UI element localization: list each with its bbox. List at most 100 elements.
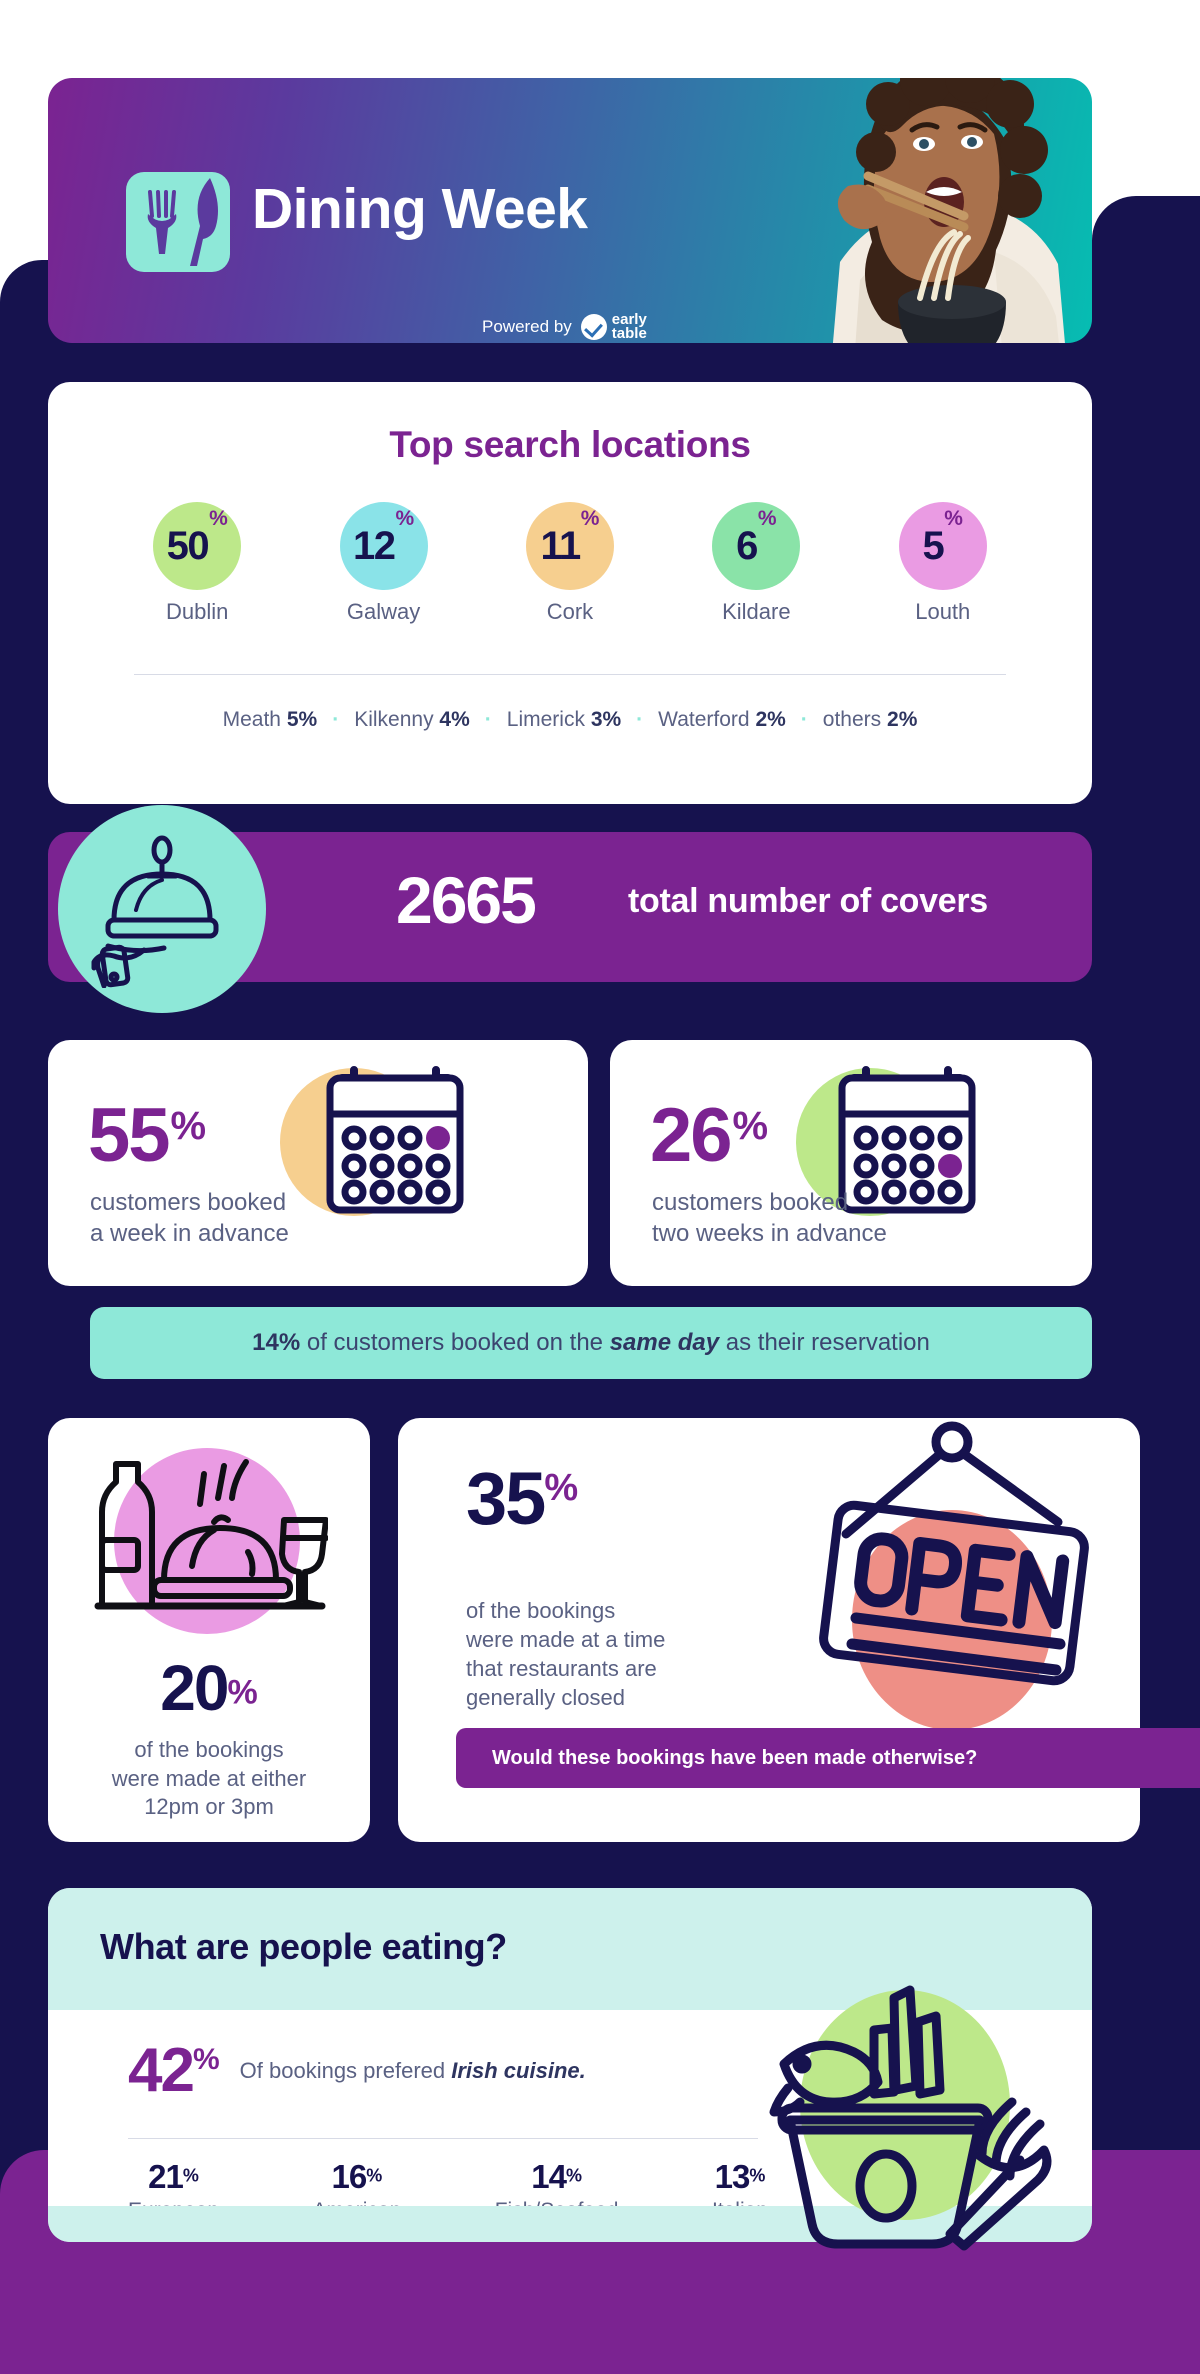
- percent-symbol: %: [749, 2165, 766, 2186]
- timing-percent-lunch: 20%: [48, 1656, 370, 1720]
- location-name: Kildare: [722, 599, 791, 624]
- other-location-name: Meath: [222, 708, 281, 731]
- knife-icon: [190, 178, 218, 266]
- percent-symbol: %: [395, 507, 415, 530]
- powered-by-label: Powered by: [482, 317, 572, 337]
- eating-title: What are people eating?: [100, 1926, 507, 1967]
- cuisine-value: 13%: [712, 2160, 768, 2193]
- cuisine-headline-text: Of bookings prefered Irish cuisine.: [240, 2058, 586, 2084]
- percent-symbol: %: [170, 1104, 207, 1148]
- timing-caption-lunch: of the bookings were made at either 12pm…: [48, 1736, 370, 1822]
- location-value: 6: [736, 524, 758, 568]
- dot-separator: ·: [800, 708, 808, 731]
- other-location-meath: Meath 5%: [223, 708, 318, 732]
- eating-card: What are people eating? 42 % Of bookings…: [48, 1888, 1092, 2242]
- location-value: 5: [922, 524, 945, 568]
- cuisine-text-emphasis: Irish cuisine.: [451, 2058, 586, 2083]
- fork-icon: [147, 190, 177, 254]
- percent-symbol: %: [192, 2043, 220, 2076]
- dining-week-logo: [126, 172, 230, 272]
- calendar-icon: [838, 1066, 976, 1214]
- other-location-value: 5%: [286, 708, 318, 731]
- other-location-value: 2%: [887, 708, 918, 731]
- eating-card-header: What are people eating?: [48, 1888, 1092, 2010]
- hero-banner: Dining Week Powered by early table: [48, 78, 1092, 343]
- other-location-value: 3%: [590, 708, 622, 731]
- brand-line-1: early: [611, 311, 647, 328]
- booking-caption-week: customers booked a week in advance: [90, 1188, 289, 1249]
- total-covers-label: total number of covers: [628, 882, 988, 920]
- other-location-name: Waterford: [658, 708, 750, 731]
- cuisine-headline: 42 % Of bookings prefered Irish cuisine.: [128, 2040, 586, 2102]
- caption-line-3: 12pm or 3pm: [144, 1794, 274, 1820]
- section-title-search: Top search locations: [389, 424, 751, 465]
- timing-percent-value: 35: [466, 1457, 546, 1540]
- same-day-emphasis: same day: [609, 1329, 720, 1356]
- location-value: 50: [166, 524, 210, 568]
- timing-percent-closed: 35 %: [466, 1462, 578, 1536]
- open-sign-icon: [819, 1421, 1089, 1686]
- location-item-cork: 11 % Cork: [495, 502, 645, 625]
- cuisine-percent-value: 42: [128, 2036, 195, 2105]
- location-name: Cork: [546, 599, 594, 624]
- cuisine-divider: [128, 2138, 758, 2139]
- percent-symbol: %: [757, 507, 777, 530]
- cuisine-value-number: 16: [331, 2158, 368, 2195]
- percent-symbol: %: [580, 507, 600, 530]
- location-item-kildare: 6 % Kildare: [681, 502, 831, 625]
- booking-percent-week: 55 %: [88, 1098, 206, 1174]
- early-table-wordmark: early table: [611, 311, 647, 342]
- cuisine-value: 21%: [128, 2160, 219, 2193]
- cuisine-value-number: 13: [714, 2158, 751, 2195]
- timing-caption-closed: of the bookings were made at a time that…: [466, 1596, 756, 1712]
- booking-card-week-advance: 55 % customers booked a week in advance: [48, 1040, 588, 1286]
- other-location-kilkenny: Kilkenny 4%: [354, 708, 470, 732]
- booking-percent-value: 26: [650, 1093, 733, 1178]
- booking-percent-two-weeks: 26 %: [650, 1098, 768, 1174]
- percent-symbol: %: [227, 1673, 258, 1712]
- cuisine-headline-percent: 42 %: [128, 2040, 220, 2102]
- caption-line-1: customers booked: [90, 1189, 287, 1216]
- cuisine-value: 16%: [313, 2160, 402, 2193]
- fish-and-chips-basket-icon: [769, 1985, 1052, 2251]
- other-location-limerick: Limerick 3%: [507, 708, 621, 732]
- percent-symbol: %: [732, 1104, 769, 1148]
- dot-separator: ·: [636, 708, 644, 731]
- other-location-others: others 2%: [823, 708, 918, 732]
- location-bubble: 6 %: [712, 502, 801, 590]
- same-day-suffix: as their reservation: [719, 1329, 930, 1356]
- location-bubble: 11 %: [525, 502, 614, 590]
- other-location-value: 4%: [439, 708, 470, 731]
- question-text: Would these bookings have been made othe…: [492, 1746, 978, 1769]
- caption-line-2: were made at either: [111, 1765, 307, 1791]
- cuisine-value: 14%: [495, 2160, 619, 2193]
- location-item-louth: 5 % Louth: [868, 502, 1018, 625]
- location-name: Dublin: [166, 599, 229, 624]
- early-table-logo: early table: [580, 311, 647, 342]
- cuisine-value-number: 21: [148, 2158, 184, 2195]
- dot-separator: ·: [332, 708, 340, 731]
- same-day-percent: 14%: [252, 1329, 301, 1356]
- other-location-name: others: [822, 708, 882, 731]
- location-item-galway: 12 % Galway: [309, 502, 459, 625]
- location-item-dublin: 50 % Dublin: [122, 502, 272, 625]
- caption-line-2: two weeks in advance: [652, 1219, 887, 1247]
- location-value: 11: [540, 524, 581, 568]
- percent-symbol: %: [366, 2165, 383, 2186]
- other-location-waterford: Waterford 2%: [658, 708, 786, 732]
- timing-card-lunch: 20% of the bookings were made at either …: [48, 1418, 370, 1842]
- other-location-name: Kilkenny: [354, 708, 434, 731]
- same-day-text: 14% of customers booked on the same day …: [252, 1329, 930, 1357]
- percent-symbol: %: [182, 2165, 199, 2186]
- powered-by-block: Powered by early table: [482, 311, 647, 342]
- percent-symbol: %: [544, 1467, 579, 1509]
- total-covers-number: 2665: [396, 863, 537, 937]
- other-location-value: 2%: [755, 708, 786, 731]
- calendar-icon: [326, 1066, 464, 1214]
- cuisine-text-prefix: Of bookings prefered: [239, 2058, 452, 2083]
- cloche-on-hand-icon: [91, 835, 219, 988]
- other-locations-row: Meath 5% · Kilkenny 4% · Limerick 3% · W…: [48, 708, 1092, 732]
- booking-caption-two-weeks: customers booked two weeks in advance: [652, 1188, 887, 1249]
- booking-card-two-weeks-advance: 26 % customers booked two weeks in advan…: [610, 1040, 1092, 1286]
